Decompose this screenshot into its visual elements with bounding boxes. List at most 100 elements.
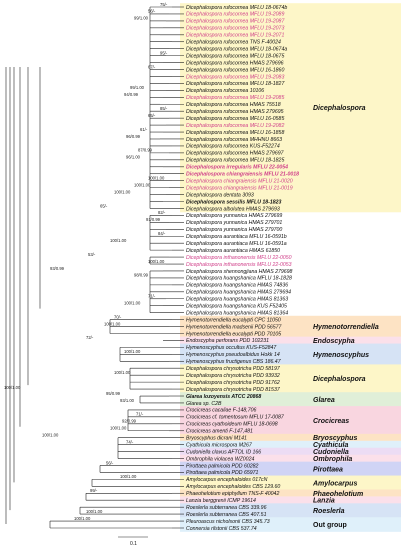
taxon-label: Dicephalospora chiangraiensis MFLU 21-00… — [186, 178, 293, 184]
support-value: 96/0.99 — [126, 134, 141, 139]
clade-label: Cudoniella — [313, 449, 349, 456]
support-value: 61/- — [140, 127, 148, 132]
taxon-label: Dicephalospora chrysotricha PDD 93932 — [186, 373, 280, 379]
support-labels: 75/- 56/- 99/1.00 95/- 67/- 99/1.00 94/0.99 85/… — [42, 2, 168, 521]
clade-band — [180, 475, 401, 491]
support-value: 99/1.00 — [134, 16, 149, 21]
clade-band — [180, 343, 401, 366]
taxon-label: Dicephalospora rufocornea MFLU 19-2083 — [186, 74, 284, 80]
support-value: 100/1.00 — [124, 349, 141, 354]
support-value: 65/- — [148, 113, 156, 118]
taxon-label: Dicephalospora rufocornea MFLU 19-2087 — [186, 19, 285, 25]
taxon-label: Glarea lozoyensis ATCC 20868 — [186, 394, 261, 400]
taxon-label: Dicephalospora rufocornea 10106 — [186, 88, 264, 94]
root-support-label: 100/1.00 — [4, 385, 21, 390]
taxon-label: Dicephalospora aurantiaca HMAS 61850 — [186, 248, 280, 254]
taxon-label: Endoscypha perforans PDD 102231 — [186, 338, 269, 344]
clade-band — [180, 364, 401, 393]
clade-label: Dicephalospora — [313, 376, 366, 383]
clade-label: Crocicreas — [313, 418, 349, 425]
support-value: 71/- — [136, 412, 144, 417]
support-value: 98/0.99 — [134, 273, 149, 278]
support-value: 100/1.00 — [74, 516, 91, 521]
support-value: 100/1.00 — [42, 432, 59, 437]
taxon-label: Dicephalospora rufocornea MFLU 18-0674a — [186, 46, 287, 52]
tree-branches — [5, 6, 184, 529]
tip-labels: Dicephalospora rufocornea MFLU 18-0674bD… — [185, 5, 299, 532]
clade-label: Roeslerla — [313, 508, 345, 515]
support-value: 56/- — [148, 9, 156, 14]
taxon-label: Dicephalospora huangshanica HMAS 279694 — [186, 290, 291, 296]
clade-band — [180, 454, 401, 463]
taxon-label: Pleuroascus nicholsonii CBS 345.73 — [186, 519, 270, 525]
support-value: 100/1.00 — [114, 189, 131, 194]
clade-band — [180, 3, 401, 213]
clade-label: Endoscypha — [313, 338, 355, 345]
support-value: 100/1.00 — [86, 509, 103, 514]
taxon-label: Hymenoscyphus fructigenus CBS 186.47 — [186, 359, 282, 365]
clade-label: Pirottaea — [313, 466, 343, 473]
taxon-label: Crocicreas cacaliae F-148,706 — [186, 408, 256, 414]
taxon-label: Dicephalospora aurantiaca MFLU 16-0591b — [186, 234, 287, 240]
support-value: 99/- — [90, 488, 98, 493]
support-value: 94/0.99 — [124, 92, 139, 97]
support-value: 99/1.00 — [130, 85, 145, 90]
taxon-label: Dicephalospora chiangraiensis MFLU 21-00… — [186, 172, 299, 178]
taxon-label: Amylocarpus encephaloides 017cN — [185, 477, 268, 483]
root-node: 100/1.00 — [4, 385, 21, 390]
taxon-label: Dicephalospora rufocornea MFLU 18-1827 — [186, 81, 285, 87]
support-value: 70/- — [114, 314, 122, 319]
taxon-label: Dicephalospora albolutea HMAS 279693 — [186, 206, 280, 212]
taxon-label: Dicephalospora aurantiaca MFLU 16-0591a — [186, 241, 287, 247]
support-value: 100/1.00 — [110, 426, 127, 431]
taxon-label: Dicephalospora rufocornea KUS-F52274 — [186, 144, 280, 150]
taxon-label: Dicephalospora huangshanica MFLU 18-1828 — [186, 276, 292, 282]
support-value: 100/1.00 — [120, 474, 137, 479]
taxon-label: Ombrophila violacea WZ0024 — [186, 456, 254, 462]
taxon-label: Dicephalospora rufocornea MFLU 16-1858 — [186, 130, 284, 136]
taxon-label: Dicephalospora chiangraiensis MFLU 21-00… — [186, 185, 293, 191]
taxon-label: Dicephalospora chrysotricha PDD 91762 — [186, 380, 280, 386]
taxon-label: Hymenotorrendiella madsenii PDD 56577 — [186, 324, 283, 330]
support-value: 100/1.00 — [104, 321, 121, 326]
taxon-label: Cudoniella clavus AFTOL ID 166 — [186, 449, 261, 455]
taxon-label: Phaeohelotium epiphyllum TNS-F 40042 — [186, 491, 279, 497]
support-value: 100/1.00 — [134, 182, 151, 187]
taxon-label: Dicephalospora rufocornea TNS F-40024 — [186, 40, 281, 46]
clade-labels: Dicephalospora Hymenotorrendiella Endoscyp… — [312, 105, 379, 529]
scale-bar-label: 0.1 — [130, 541, 137, 547]
clade-band — [180, 433, 401, 442]
clade-band — [180, 496, 401, 505]
support-value: 95/- — [160, 50, 168, 55]
clade-label: Phaeohelotium — [313, 491, 363, 498]
clade-band — [180, 461, 401, 477]
taxon-label: Hymenotorrendiella eucalypti CPC 11050 — [186, 317, 281, 323]
clade-band — [180, 392, 401, 407]
taxon-label: Dicephalospora rufocornea HMAS 279695 — [186, 109, 284, 115]
scale-bar: 0.1 — [118, 536, 148, 547]
taxon-label: Dicephalospora rufocornea MFLU 19-2085 — [186, 95, 284, 101]
support-value: 85/- — [160, 106, 168, 111]
support-value: 100/1.00 — [124, 301, 141, 306]
taxon-label: Crocicreas cf. tomentosum MFLU 17-0087 — [186, 415, 285, 421]
clade-label: Dicephalospora — [313, 105, 366, 112]
taxon-label: Hymenotorrendiella eucalypti PDD 70105 — [186, 331, 281, 337]
support-value: 65/- — [100, 203, 108, 208]
clade-band — [180, 336, 401, 345]
support-value: 53/- — [88, 252, 96, 257]
clade-label: Hymenoscyphus — [313, 352, 369, 359]
taxon-label: Dicephalospora inthanonensis MFLU 22-005… — [186, 262, 292, 268]
support-value: 82/- — [158, 210, 166, 215]
support-value: 100/1.00 — [110, 238, 127, 243]
taxon-label: Dicephalospora yunnanica HMAS 279701 — [186, 220, 282, 226]
taxon-label: Dicephalospora huangshanica KUS F52405 — [186, 304, 287, 310]
taxon-label: Dicephalospora irregularis MFLU 22-0054 — [186, 165, 288, 171]
clade-band — [180, 503, 401, 518]
support-value: 75/- — [160, 2, 168, 7]
clade-label: Ombrophila — [313, 456, 352, 463]
support-value: 93/0.99 — [50, 266, 65, 271]
support-value: 84/- — [158, 231, 166, 236]
support-value: 72/- — [86, 335, 94, 340]
taxon-label: Dicephalospora rufocornea MFLU 18-1825 — [186, 158, 284, 164]
